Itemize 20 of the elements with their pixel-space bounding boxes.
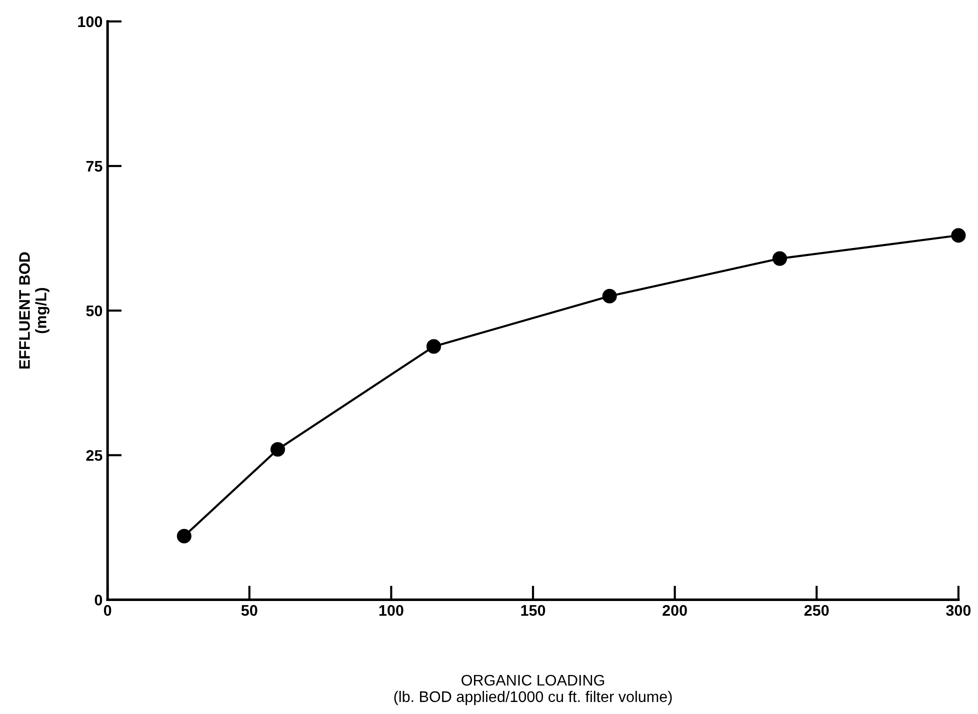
point bbox=[426, 339, 442, 354]
point bbox=[951, 228, 966, 243]
x-tick-label: 250 bbox=[804, 605, 829, 616]
x-tick-label: 150 bbox=[521, 605, 546, 616]
y-tick-label: 75 bbox=[86, 161, 102, 172]
x-tick-label: 300 bbox=[946, 605, 971, 616]
y-tick-label: 0 bbox=[94, 594, 102, 606]
point bbox=[176, 528, 192, 544]
x-tick-label: 0 bbox=[104, 605, 112, 616]
x-axis-title: ORGANIC LOADING (lb. BOD applied/1000 cu ft. filter volume) bbox=[394, 674, 672, 706]
x-tick-label: 100 bbox=[379, 605, 404, 616]
x-tick-label: 200 bbox=[662, 605, 687, 616]
y-tick-label: 50 bbox=[86, 305, 102, 316]
y-tick-label: 100 bbox=[78, 16, 102, 28]
point bbox=[602, 288, 617, 304]
y-tick-label: 25 bbox=[86, 450, 102, 461]
point bbox=[772, 251, 788, 266]
y-axis-title: EFFLUENT BOD (mg/L) bbox=[19, 252, 50, 369]
point bbox=[270, 442, 286, 457]
x-tick-label: 50 bbox=[241, 605, 258, 616]
